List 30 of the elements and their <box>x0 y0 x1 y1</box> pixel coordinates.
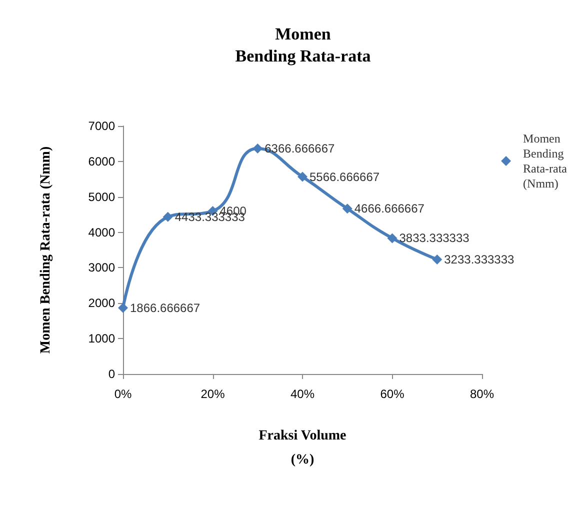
y-axis-title: Momen Bending Rata-rata (Nmm) <box>38 146 54 354</box>
y-tick-label: 6000 <box>88 154 116 168</box>
x-tick-label: 20% <box>200 387 226 401</box>
data-label: 4666.666667 <box>354 202 425 216</box>
y-tick-label: 5000 <box>88 190 116 204</box>
data-label: 6366.666667 <box>264 141 336 156</box>
x-tick-label: 60% <box>380 387 405 401</box>
x-tick-label: 0% <box>114 387 132 401</box>
legend-label: Momen Bending Rata-rata (Nmm) <box>523 132 568 190</box>
x-tick-label: 80% <box>470 387 494 401</box>
point <box>162 212 173 222</box>
y-tick-label: 7000 <box>88 119 116 133</box>
y-tick-label: 2000 <box>88 296 116 310</box>
data-label: 1866.666667 <box>130 300 200 315</box>
x-axis-title: Fraksi Volume (%) <box>258 428 346 468</box>
y-tick-label: 1000 <box>88 332 116 346</box>
y-tick-label: 0 <box>108 367 116 381</box>
data-label: 5566.666667 <box>310 170 380 184</box>
y-tick-label: 4000 <box>88 225 116 240</box>
chart-title: Momen Bending Rata-rata <box>235 24 372 66</box>
point <box>342 204 352 214</box>
data-label: 3833.333333 <box>399 231 470 246</box>
data-label: 3233.333333 <box>444 252 515 266</box>
y-tick-label: 3000 <box>88 260 116 275</box>
point <box>387 233 398 244</box>
point <box>432 254 442 264</box>
point <box>118 302 128 313</box>
point <box>298 172 308 182</box>
x-tick-label: 40% <box>290 387 315 401</box>
point <box>252 143 263 154</box>
